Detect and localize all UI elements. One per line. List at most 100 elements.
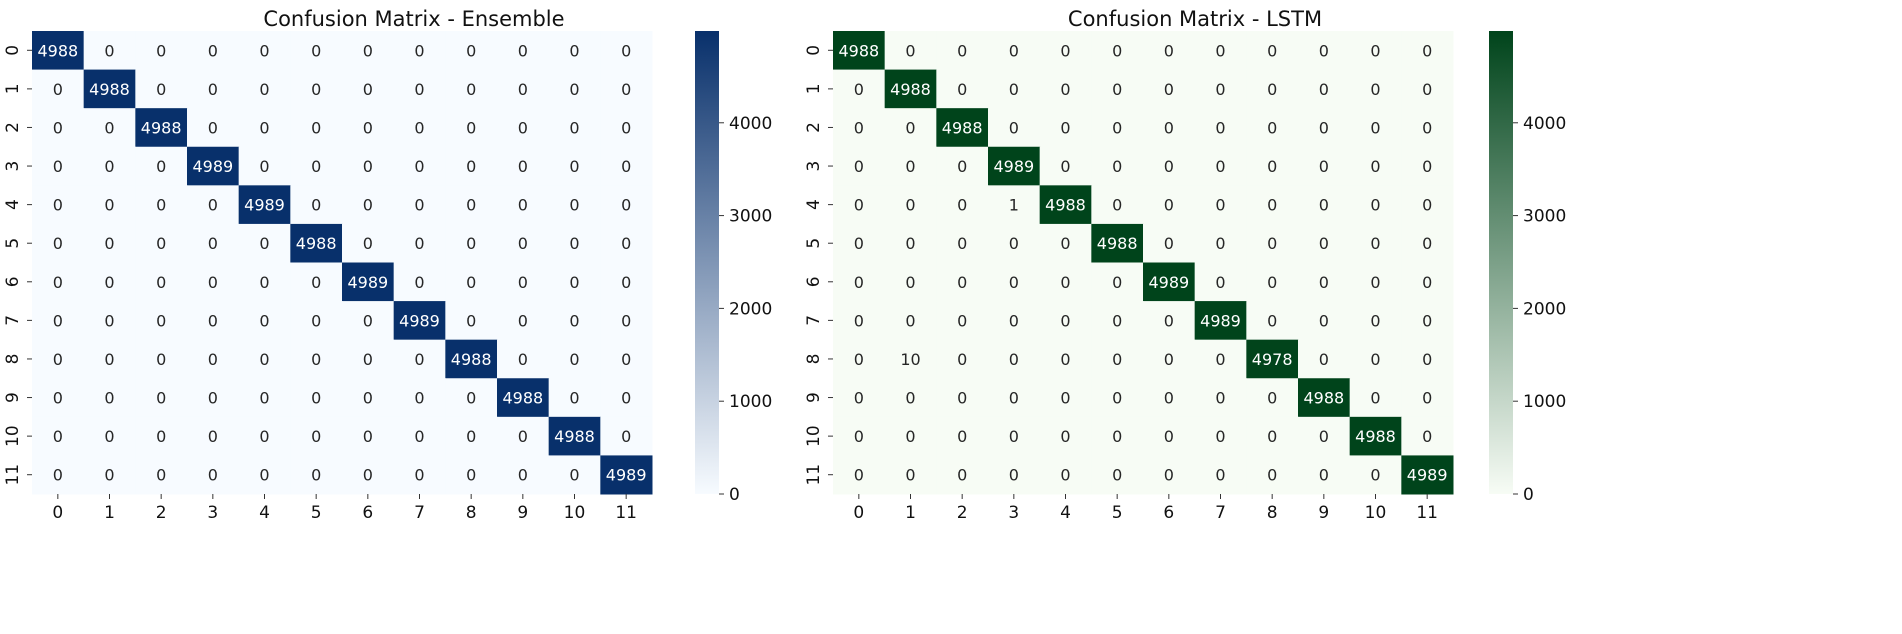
ensemble-cell-1-7 xyxy=(393,69,446,109)
lstm-cell-6-5 xyxy=(1091,262,1144,302)
lstm-cell-8-10 xyxy=(1349,339,1402,379)
ensemble-cell-value-1-10: 0 xyxy=(569,80,579,99)
lstm-cell-5-10 xyxy=(1349,223,1402,263)
lstm-cell-value-1-6: 0 xyxy=(1164,80,1174,99)
lstm-cell-0-11 xyxy=(1401,31,1454,71)
ensemble-cell-value-9-1: 0 xyxy=(104,389,114,408)
ensemble-cell-6-3 xyxy=(187,262,240,302)
ensemble-colorbar-tick-label: 2000 xyxy=(729,299,772,319)
ensemble-cell-4-11 xyxy=(600,185,653,225)
ensemble-cell-5-2 xyxy=(135,223,188,263)
ensemble-cell-6-2 xyxy=(135,262,188,302)
lstm-cell-0-3 xyxy=(988,31,1041,71)
ensemble-cell-5-0 xyxy=(32,223,85,263)
lstm-cell-1-11 xyxy=(1401,69,1454,109)
lstm-cell-value-1-1: 4988 xyxy=(890,80,931,99)
ensemble-cell-value-3-9: 0 xyxy=(518,157,528,176)
ensemble-cell-8-9 xyxy=(497,339,550,379)
ensemble-cell-value-9-2: 0 xyxy=(156,389,166,408)
lstm-cell-6-6 xyxy=(1143,262,1196,302)
ensemble-cell-8-1 xyxy=(83,339,136,379)
ensemble-cell-value-9-7: 0 xyxy=(414,389,424,408)
ensemble-cell-value-6-2: 0 xyxy=(156,273,166,292)
ensemble-cell-1-6 xyxy=(342,69,395,109)
ensemble-cell-value-0-5: 0 xyxy=(311,41,321,60)
ensemble-cell-2-1 xyxy=(83,108,136,148)
lstm-cell-value-4-4: 4988 xyxy=(1045,196,1086,215)
ensemble-cell-value-4-4: 4989 xyxy=(244,196,285,215)
ensemble-cell-10-10 xyxy=(548,416,601,456)
ensemble-cell-value-10-3: 0 xyxy=(208,427,218,446)
ensemble-cell-value-3-5: 0 xyxy=(311,157,321,176)
lstm-cell-6-0 xyxy=(833,262,886,302)
ensemble-cell-3-3 xyxy=(187,146,240,186)
lstm-cell-4-11 xyxy=(1401,185,1454,225)
lstm-cell-10-7 xyxy=(1194,416,1247,456)
ensemble-cell-value-0-0: 4988 xyxy=(37,41,78,60)
lstm-cell-7-8 xyxy=(1246,301,1299,341)
ensemble-cell-9-2 xyxy=(135,378,188,418)
ensemble-cell-value-11-10: 0 xyxy=(569,466,579,485)
lstm-cell-0-6 xyxy=(1143,31,1196,71)
lstm-cell-5-9 xyxy=(1298,223,1351,263)
ensemble-colorbar xyxy=(695,31,719,494)
ensemble-y-tick-label: 1 xyxy=(3,83,23,94)
lstm-cell-1-7 xyxy=(1194,69,1247,109)
lstm-cell-value-3-0: 0 xyxy=(854,157,864,176)
ensemble-cell-value-4-6: 0 xyxy=(363,196,373,215)
lstm-cell-4-9 xyxy=(1298,185,1351,225)
ensemble-cell-7-11 xyxy=(600,301,653,341)
lstm-cell-value-11-6: 0 xyxy=(1164,466,1174,485)
lstm-cell-11-7 xyxy=(1194,455,1247,495)
ensemble-cell-1-10 xyxy=(548,69,601,109)
lstm-cell-value-2-0: 0 xyxy=(854,118,864,137)
lstm-cell-value-10-5: 0 xyxy=(1112,427,1122,446)
lstm-cell-1-6 xyxy=(1143,69,1196,109)
lstm-cell-value-6-11: 0 xyxy=(1422,273,1432,292)
ensemble-cell-value-7-11: 0 xyxy=(621,311,631,330)
lstm-cell-3-11 xyxy=(1401,146,1454,186)
ensemble-cell-value-10-7: 0 xyxy=(414,427,424,446)
ensemble-cell-4-3 xyxy=(187,185,240,225)
lstm-cell-5-3 xyxy=(988,223,1041,263)
lstm-y-tick-label: 1 xyxy=(804,83,824,94)
lstm-cell-value-4-11: 0 xyxy=(1422,196,1432,215)
ensemble-cell-value-8-5: 0 xyxy=(311,350,321,369)
ensemble-cell-value-5-0: 0 xyxy=(53,234,63,253)
lstm-cell-value-11-1: 0 xyxy=(905,466,915,485)
lstm-cell-value-9-10: 0 xyxy=(1370,389,1380,408)
lstm-cell-value-1-9: 0 xyxy=(1319,80,1329,99)
ensemble-cell-5-4 xyxy=(238,223,291,263)
ensemble-cell-value-1-9: 0 xyxy=(518,80,528,99)
lstm-cell-7-0 xyxy=(833,301,886,341)
ensemble-cell-6-8 xyxy=(445,262,498,302)
ensemble-cell-2-0 xyxy=(32,108,85,148)
ensemble-y-tick-label: 0 xyxy=(3,45,23,56)
lstm-cell-value-5-3: 0 xyxy=(1009,234,1019,253)
lstm-x-tick-label: 5 xyxy=(1112,503,1123,523)
lstm-x-tick-label: 4 xyxy=(1060,503,1071,523)
lstm-cell-value-3-7: 0 xyxy=(1215,157,1225,176)
ensemble-cell-value-11-9: 0 xyxy=(518,466,528,485)
ensemble-cell-7-9 xyxy=(497,301,550,341)
ensemble-cell-1-9 xyxy=(497,69,550,109)
ensemble-cell-6-9 xyxy=(497,262,550,302)
ensemble-cell-value-3-4: 0 xyxy=(259,157,269,176)
lstm-cell-value-3-9: 0 xyxy=(1319,157,1329,176)
lstm-cell-4-7 xyxy=(1194,185,1247,225)
ensemble-cell-1-11 xyxy=(600,69,653,109)
ensemble-cell-value-10-10: 4988 xyxy=(554,427,595,446)
ensemble-cell-5-6 xyxy=(342,223,395,263)
lstm-cell-value-2-10: 0 xyxy=(1370,118,1380,137)
lstm-cell-value-0-8: 0 xyxy=(1267,41,1277,60)
ensemble-cell-6-10 xyxy=(548,262,601,302)
lstm-cell-value-2-4: 0 xyxy=(1060,118,1070,137)
lstm-cell-value-0-3: 0 xyxy=(1009,41,1019,60)
ensemble-cell-value-9-3: 0 xyxy=(208,389,218,408)
ensemble-cell-value-11-6: 0 xyxy=(363,466,373,485)
lstm-cell-8-3 xyxy=(988,339,1041,379)
lstm-cell-value-10-4: 0 xyxy=(1060,427,1070,446)
ensemble-cell-value-8-10: 0 xyxy=(569,350,579,369)
ensemble-cell-value-8-4: 0 xyxy=(259,350,269,369)
lstm-cell-0-1 xyxy=(884,31,937,71)
